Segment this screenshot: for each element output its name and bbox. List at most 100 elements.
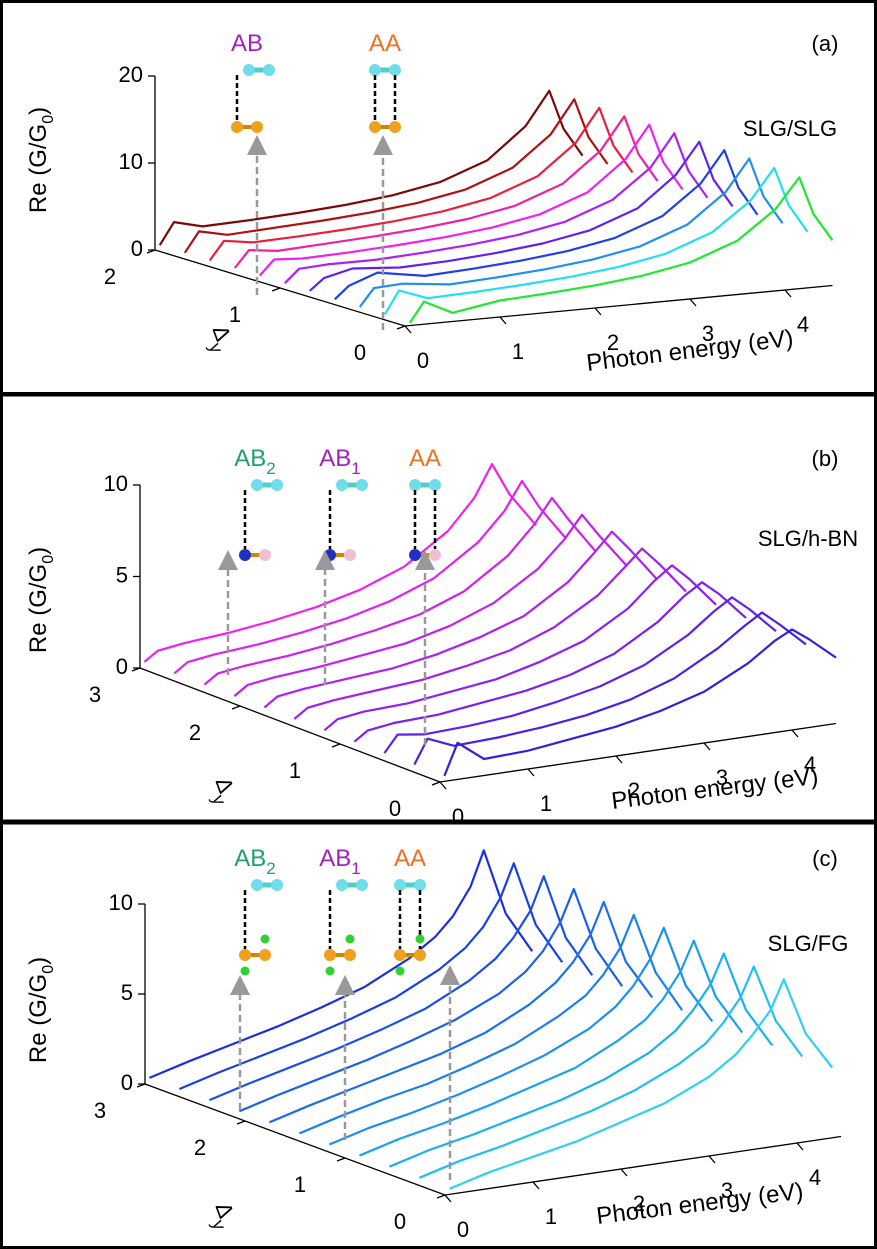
spectrum-curve <box>358 157 784 308</box>
z-axis-label-sub: 0 <box>40 965 57 974</box>
depth-tick <box>331 743 341 748</box>
spectrum-curve <box>143 463 537 663</box>
top-atom <box>356 879 368 891</box>
x-axis-label: Photon energy (eV) <box>595 1178 805 1230</box>
depth-tick <box>336 1157 346 1162</box>
top-atom <box>243 64 255 76</box>
x-tick <box>620 1168 628 1177</box>
x-tick-label: 0 <box>452 804 464 829</box>
depth-axis-label: Δy <box>203 1199 242 1233</box>
depth-tick-label: 2 <box>104 264 116 289</box>
z-axis-label: Re (G/G0) <box>25 957 56 1063</box>
top-atom <box>356 479 368 491</box>
fluorine-atom <box>240 966 250 976</box>
spectrum-curve <box>208 875 594 1102</box>
spectrum-curve <box>148 849 534 1079</box>
depth-tick <box>396 325 406 330</box>
x-tick <box>594 307 602 316</box>
bottom-atom <box>414 949 426 961</box>
x-tick <box>784 289 792 298</box>
depth-tick <box>436 1194 446 1199</box>
depth-tick <box>431 781 441 786</box>
z-tick-label: 10 <box>109 890 133 915</box>
top-atom <box>336 479 348 491</box>
system-label: SLG/SLG <box>743 116 837 141</box>
spectrum-curve <box>233 513 627 697</box>
bottom-atom <box>409 549 421 561</box>
top-atom <box>429 479 441 491</box>
x-tick <box>689 298 697 307</box>
x-tick-label: 0 <box>417 348 429 373</box>
stacking-label: AA <box>394 845 426 872</box>
spectrum-curve <box>408 176 834 324</box>
spectrum-curve <box>158 89 584 246</box>
bottom-atom <box>239 949 251 961</box>
depth-tick-label: 2 <box>189 720 201 745</box>
x-tick <box>708 1155 716 1164</box>
z-axis-label-part: ) <box>25 547 52 555</box>
x-tick-label: 4 <box>804 752 816 777</box>
depth-axis-label-sub: y <box>205 340 227 355</box>
stacking-label-part: AA <box>409 445 441 472</box>
depth-tick-label: 1 <box>294 1172 306 1197</box>
spectrum-curve <box>173 479 567 675</box>
top-atom <box>414 879 426 891</box>
bottom-atom <box>324 549 336 561</box>
depth-axis-label-sub: y <box>208 1217 230 1232</box>
panel-label: (c) <box>812 846 838 871</box>
x-tick <box>791 729 799 738</box>
x-tick <box>444 1194 452 1203</box>
depth-tick-label: 3 <box>94 1098 106 1123</box>
stacking-label: AA <box>369 30 401 57</box>
spectrum-curve <box>388 952 774 1168</box>
spectrum-curve <box>413 611 807 766</box>
top-atom <box>409 479 421 491</box>
stacking-label-part: AB <box>234 845 266 872</box>
fluorine-atom <box>395 966 405 976</box>
top-atom <box>394 879 406 891</box>
spectrum-curve <box>418 965 804 1179</box>
top-atom <box>336 879 348 891</box>
z-axis-label-part: Re (G/G <box>25 124 52 213</box>
stacking-label-part: AB <box>231 30 263 57</box>
x-tick-label: 2 <box>607 330 619 355</box>
top-atom <box>271 879 283 891</box>
spectrum-curve <box>178 862 564 1091</box>
top-atom <box>263 64 275 76</box>
fluorine-atom <box>325 966 335 976</box>
depth-tick-label: 1 <box>229 302 241 327</box>
x-tick <box>796 1142 804 1151</box>
bottom-atom <box>369 121 381 133</box>
stacking-label: AB <box>231 30 263 57</box>
depth-tick <box>231 705 241 710</box>
x-tick <box>439 781 447 790</box>
depth-tick-label: 0 <box>389 796 401 821</box>
z-axis-label: Re (G/G0) <box>25 107 56 213</box>
z-tick-label: 5 <box>116 562 128 587</box>
depth-axis-label: Δy <box>203 774 242 808</box>
top-atom <box>271 479 283 491</box>
x-axis-label: Photon energy (eV) <box>610 763 820 815</box>
stacking-label-sub: 2 <box>266 459 275 478</box>
bottom-atom <box>259 949 271 961</box>
bottom-atom <box>344 949 356 961</box>
spectrum-curve <box>448 978 834 1190</box>
x-axis <box>439 722 837 783</box>
spectrum-curve <box>323 564 717 732</box>
depth-axis <box>139 667 441 783</box>
z-axis-label-part: ) <box>25 957 52 965</box>
spectrum-curve <box>353 581 747 743</box>
stacking-label-sub: 1 <box>351 859 360 878</box>
bottom-atom <box>394 949 406 961</box>
z-axis-label-sub: 0 <box>40 115 57 124</box>
spectrum-curve <box>328 926 714 1146</box>
system-label: SLG/h-BN <box>758 526 858 551</box>
bottom-atom <box>251 121 263 133</box>
x-tick-label: 1 <box>540 791 552 816</box>
stacking-label: AA <box>409 445 441 472</box>
x-tick-label: 1 <box>545 1204 557 1229</box>
x-tick-label: 3 <box>716 765 728 790</box>
spectrum-curve <box>358 939 744 1157</box>
spectrum-curve <box>183 98 609 254</box>
